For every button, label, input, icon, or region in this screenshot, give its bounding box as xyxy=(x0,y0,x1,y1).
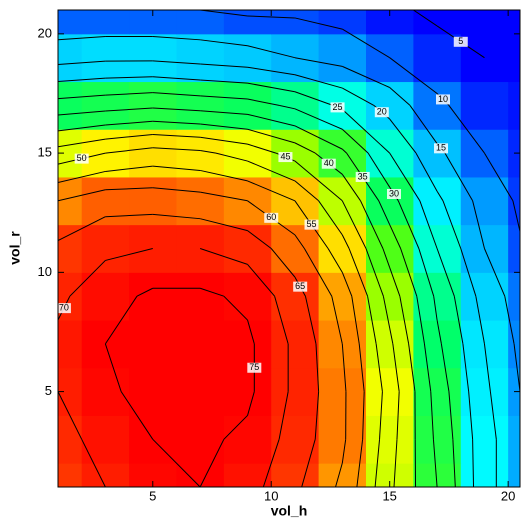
heat-cell xyxy=(366,82,414,130)
x-tick-label: 20 xyxy=(501,488,515,503)
heat-cell xyxy=(129,177,177,225)
heat-cell xyxy=(176,34,224,82)
heat-cell xyxy=(176,368,224,416)
heat-cell xyxy=(461,82,509,130)
heat-cell xyxy=(461,0,509,34)
heat-cell xyxy=(224,225,272,273)
heat-cell xyxy=(366,177,414,225)
contour-label: 30 xyxy=(389,188,399,198)
heat-cell xyxy=(319,415,367,463)
heat-cell xyxy=(271,415,319,463)
y-axis-title: vol_r xyxy=(7,231,23,265)
heat-cell xyxy=(82,177,130,225)
heat-cell xyxy=(508,0,525,34)
heat-cell xyxy=(82,34,130,82)
contour-label: 45 xyxy=(280,151,290,161)
contour-label: 75 xyxy=(249,362,259,372)
contour-label: 55 xyxy=(306,219,316,229)
heat-cell xyxy=(82,82,130,130)
heat-cell xyxy=(319,225,367,273)
heat-cell xyxy=(271,225,319,273)
heat-cell xyxy=(224,272,272,320)
heat-cell xyxy=(461,415,509,463)
heat-cell xyxy=(271,129,319,177)
heat-cell xyxy=(224,82,272,130)
heat-cell xyxy=(176,82,224,130)
heat-cell xyxy=(129,320,177,368)
heat-cell xyxy=(508,82,525,130)
contour-label: 5 xyxy=(458,36,463,46)
heat-cell xyxy=(176,320,224,368)
heat-cell xyxy=(413,177,461,225)
heat-cell xyxy=(129,34,177,82)
heat-cell xyxy=(366,368,414,416)
heat-cell xyxy=(176,0,224,34)
heat-cell xyxy=(82,0,130,34)
heat-cell xyxy=(508,415,525,463)
heat-cell xyxy=(508,225,525,273)
heat-cell xyxy=(461,177,509,225)
contour-label: 65 xyxy=(295,281,305,291)
heat-cell xyxy=(82,272,130,320)
heat-cell xyxy=(319,129,367,177)
x-tick-label: 15 xyxy=(382,488,396,503)
x-axis-title: vol_h xyxy=(271,503,308,519)
heat-cell xyxy=(319,272,367,320)
contour-label: 10 xyxy=(438,94,448,104)
heat-cell xyxy=(319,368,367,416)
heat-cell xyxy=(224,415,272,463)
heat-cell xyxy=(413,0,461,34)
heat-cell xyxy=(176,177,224,225)
heat-cell xyxy=(224,129,272,177)
heat-cell xyxy=(413,320,461,368)
contour-label: 70 xyxy=(59,303,69,313)
contour-line xyxy=(520,392,525,440)
heat-cell xyxy=(413,82,461,130)
contour-label: 25 xyxy=(333,102,343,112)
heat-cell xyxy=(461,368,509,416)
heat-cell xyxy=(176,272,224,320)
heat-cell xyxy=(508,272,525,320)
x-tick-label: 10 xyxy=(264,488,278,503)
heat-cell xyxy=(461,34,509,82)
heat-cell xyxy=(366,415,414,463)
heat-cell xyxy=(413,368,461,416)
y-tick-label: 15 xyxy=(38,145,52,160)
x-tick-label: 5 xyxy=(149,488,156,503)
contour-label: 35 xyxy=(358,171,368,181)
heat-cell xyxy=(82,415,130,463)
heat-cell xyxy=(366,0,414,34)
heat-cell xyxy=(413,129,461,177)
heat-cell xyxy=(82,368,130,416)
heat-cell xyxy=(224,368,272,416)
heat-cell xyxy=(508,34,525,82)
y-tick-label: 20 xyxy=(38,25,52,40)
heat-cell xyxy=(129,0,177,34)
contour-label: 40 xyxy=(324,158,334,168)
heat-cell xyxy=(461,272,509,320)
heat-cell xyxy=(319,34,367,82)
heat-cell xyxy=(366,272,414,320)
contour-label: 60 xyxy=(266,212,276,222)
contour-label: 15 xyxy=(436,143,446,153)
y-tick-label: 10 xyxy=(38,264,52,279)
heat-cell xyxy=(129,368,177,416)
heat-cell xyxy=(82,225,130,273)
contour-label: 20 xyxy=(377,107,387,117)
heat-cell xyxy=(176,415,224,463)
heat-cell xyxy=(271,272,319,320)
heat-cell xyxy=(224,320,272,368)
heat-cell xyxy=(224,34,272,82)
heat-cell xyxy=(271,368,319,416)
contour-label: 50 xyxy=(77,153,87,163)
y-tick-label: 5 xyxy=(45,383,52,398)
heat-cell xyxy=(129,225,177,273)
